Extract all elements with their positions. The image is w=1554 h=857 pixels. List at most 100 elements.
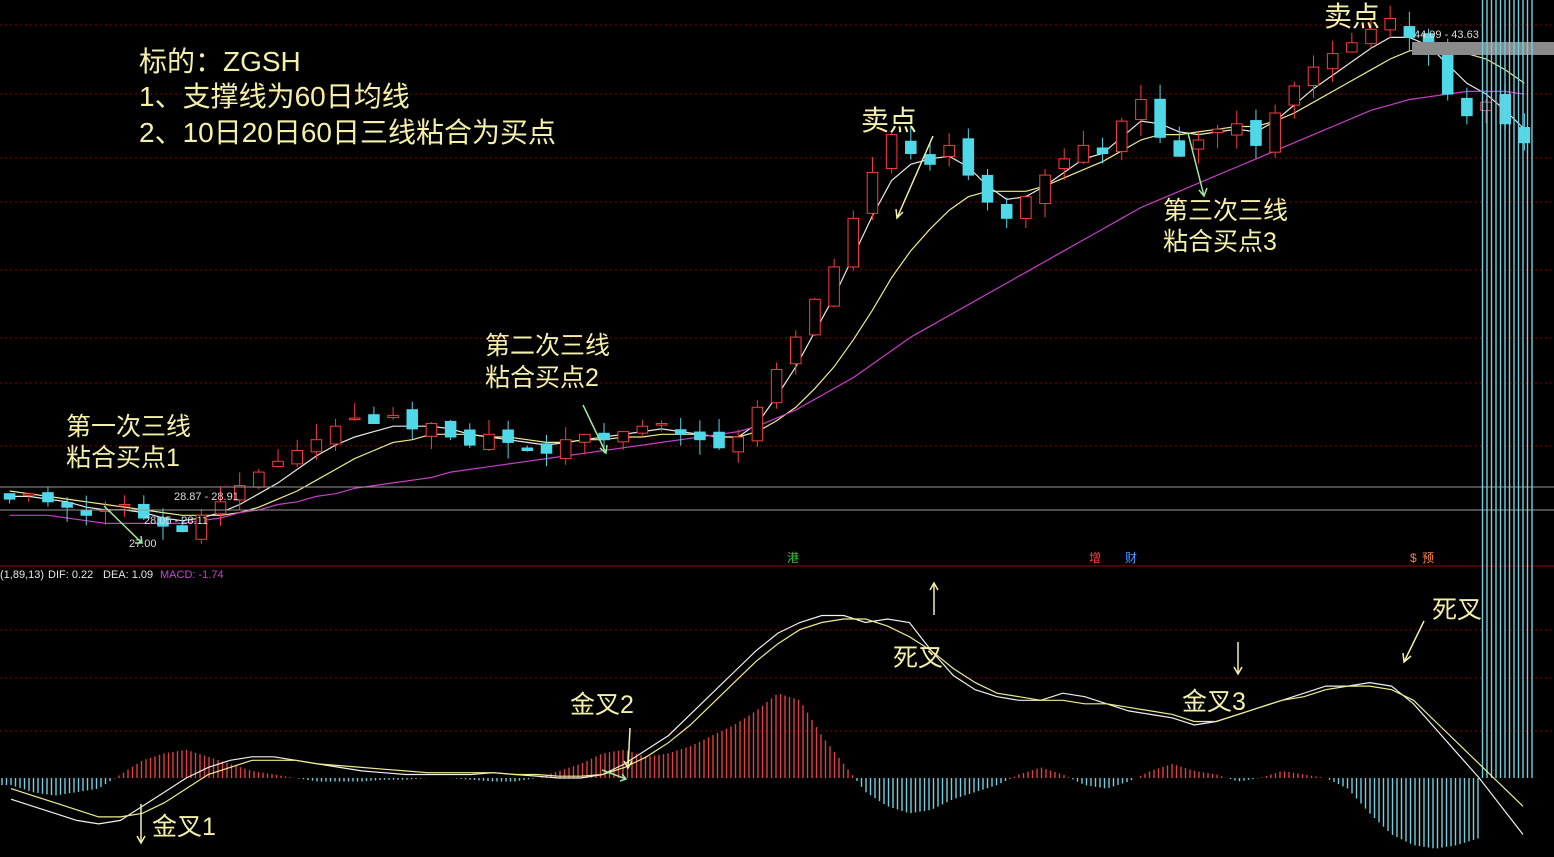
arrow-golden2-icon <box>623 727 633 770</box>
candle-body-down <box>3 493 16 500</box>
event-markers[interactable]: 港 增 财 $ 预 <box>787 551 1434 565</box>
candle <box>118 495 131 517</box>
arrow-death2-icon <box>1402 620 1425 664</box>
candle-body-up <box>655 423 668 426</box>
event-marker-issue[interactable]: 增 <box>1089 551 1101 565</box>
candle <box>329 418 342 452</box>
arrow-buy2-icon <box>582 404 608 455</box>
candle-body-up <box>272 460 284 467</box>
macd-arrows <box>136 581 1425 845</box>
candle-body-up <box>885 134 898 170</box>
golden-cross-1-label: 金叉1 <box>152 813 216 841</box>
candle-body-up <box>1288 85 1301 106</box>
candle-body-down <box>1441 53 1454 95</box>
candle <box>713 419 725 451</box>
arrow-golden1-icon <box>136 804 146 845</box>
buy3-label-a: 第三次三线 <box>1163 197 1288 225</box>
candle <box>368 406 380 424</box>
buy2-label-b: 粘合买点2 <box>485 364 599 392</box>
buy1-label-a: 第一次三线 <box>66 413 191 441</box>
candle <box>943 133 955 167</box>
candle <box>674 417 687 446</box>
candle-body-up <box>387 414 399 419</box>
event-marker-hk[interactable]: 港 <box>787 551 799 565</box>
candle <box>1115 117 1128 161</box>
candle-body-down <box>368 414 380 424</box>
candle-body-down <box>924 154 936 165</box>
candle <box>655 420 668 432</box>
candle-body-up <box>1211 128 1224 134</box>
candlestick-series[interactable] <box>3 5 1531 544</box>
candle <box>1039 168 1051 218</box>
ma60-line <box>9 90 1525 524</box>
candle <box>138 495 150 520</box>
candle <box>1384 5 1396 39</box>
buy2-label-a: 第二次三线 <box>485 332 610 360</box>
buy3-label-b: 粘合买点3 <box>1163 228 1277 256</box>
candle <box>61 497 73 522</box>
candle <box>1403 11 1416 51</box>
candle <box>521 445 534 452</box>
candle-body-down <box>674 429 687 435</box>
candle <box>176 516 188 533</box>
candle-body-down <box>1154 98 1166 138</box>
candle-body-up <box>1115 120 1128 153</box>
event-marker-finance[interactable]: 财 <box>1125 551 1137 565</box>
event-marker-dividend[interactable]: $ <box>1410 551 1417 565</box>
arrow-death1-icon <box>929 581 939 615</box>
candle <box>1307 55 1320 98</box>
candle-body-down <box>464 429 476 446</box>
candle <box>157 508 169 540</box>
arrow-buy3-icon <box>1187 132 1208 198</box>
candle-body-up <box>809 298 821 336</box>
event-marker-forecast[interactable]: 预 <box>1422 551 1434 565</box>
candle-body-up <box>1039 174 1051 205</box>
candle <box>847 210 860 271</box>
price-tag-band2: 28.87 - 28.91 <box>174 491 239 503</box>
candle-body-down <box>138 503 150 519</box>
candle <box>981 168 994 211</box>
candle <box>732 429 745 463</box>
candle-body-up <box>789 336 802 365</box>
candle <box>1077 130 1090 165</box>
candle <box>924 144 936 171</box>
arrow-buy1-icon <box>103 505 143 544</box>
candle-body-up <box>770 369 783 404</box>
candle-body-up <box>291 450 303 465</box>
candle <box>444 420 457 441</box>
candle <box>3 493 16 504</box>
candle <box>1173 126 1186 158</box>
candle-body-up <box>751 406 764 442</box>
candle <box>1058 148 1070 181</box>
candle-body-up <box>847 217 860 268</box>
macd-dif: DIF: 0.22 <box>48 569 93 581</box>
candle <box>809 297 821 337</box>
candle <box>885 130 898 174</box>
candle <box>42 486 54 507</box>
macd-dea: DEA: 1.09 <box>103 569 153 581</box>
candle-body-up <box>1326 53 1339 70</box>
candle <box>905 125 917 160</box>
candle <box>291 439 303 468</box>
candle <box>272 449 284 468</box>
candle <box>1231 110 1243 149</box>
candle-body-down <box>406 409 419 430</box>
info-line-3: 2、10日20日60日三线粘合为买点 <box>139 117 556 148</box>
candle <box>1020 194 1032 229</box>
candle-body-down <box>80 510 93 516</box>
candle-body-up <box>559 439 572 459</box>
candle-body-up <box>732 436 745 453</box>
candle <box>1192 132 1205 164</box>
macd-annotations: 金叉1 金叉2 金叉3 死叉 死叉 <box>152 596 1482 841</box>
candle-body-up <box>214 501 227 515</box>
candle-body-down <box>1173 140 1186 157</box>
candle-body-up <box>22 493 35 496</box>
death-cross-1-label: 死叉 <box>893 644 943 672</box>
candle-body-down <box>713 431 725 449</box>
candle <box>1096 137 1109 164</box>
macd-histogram <box>1 0 1533 849</box>
candle <box>483 420 495 452</box>
candle <box>233 472 246 511</box>
candle-body-down <box>1403 26 1416 38</box>
